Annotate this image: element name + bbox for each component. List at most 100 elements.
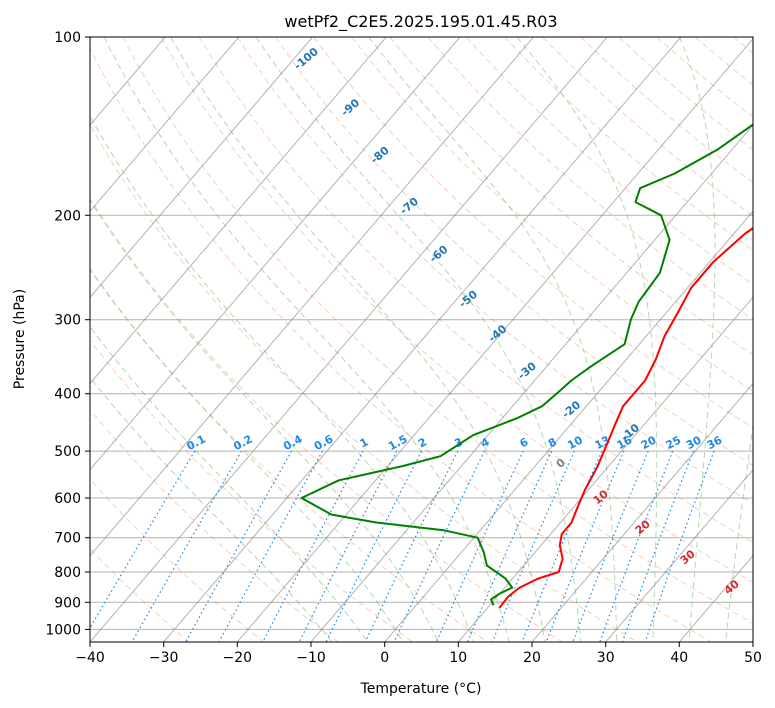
- dry-adiabat-label: -40: [486, 322, 510, 345]
- x-tick-label: −40: [75, 650, 105, 666]
- dry-adiabat-line: [351, 37, 753, 392]
- mixing-ratio-line: [364, 450, 459, 642]
- y-tick-label: 800: [54, 565, 81, 581]
- moist-adiabat-line: [103, 37, 510, 642]
- dry-adiabat-line: [90, 197, 563, 642]
- moist-adiabat-line: [90, 115, 475, 642]
- isotherm-line: [678, 555, 753, 642]
- mixing-ratio-line: [90, 450, 196, 630]
- x-axis-label: Temperature (°C): [360, 681, 482, 697]
- isotherm-line: [457, 296, 753, 642]
- mixing-ratio-label: 4: [479, 435, 492, 450]
- mixing-ratio-label: 6: [518, 435, 531, 450]
- moist-adiabat-line: [90, 376, 333, 642]
- isotherm-line: [384, 210, 753, 642]
- isotherm-line: [531, 382, 753, 642]
- moist-adiabat-line: [679, 37, 716, 642]
- mixing-ratio-line: [599, 450, 674, 642]
- isotherm-line: [163, 37, 682, 642]
- isotherm-line: [90, 37, 313, 299]
- dry-adiabat-line: [656, 37, 753, 118]
- moist-adiabats: [90, 37, 753, 642]
- x-tick-label: 10: [449, 650, 467, 666]
- y-tick-label: 500: [54, 444, 81, 460]
- mixing-ratio-line: [185, 450, 293, 642]
- isotherm-line: [90, 37, 240, 213]
- dewpoint-profile-line: [300, 123, 753, 606]
- isotherm-line: [90, 37, 608, 642]
- x-tick-label: −10: [296, 650, 326, 666]
- dry-adiabat-line: [90, 124, 638, 642]
- dry-adiabat-line: [772, 37, 775, 642]
- moist-adiabat-line: [90, 267, 404, 642]
- dry-adiabat-line: [313, 37, 753, 429]
- y-tick-label: 200: [54, 208, 81, 224]
- x-axis: −40 −30 −20 −10 0 10 20 30 40 50: [75, 642, 762, 666]
- dry-adiabat-line: [694, 37, 753, 86]
- moist-adiabat-line: [368, 37, 618, 642]
- mixing-ratio-line: [298, 450, 398, 642]
- y-tick-label: 900: [54, 595, 81, 611]
- isotherms: [90, 37, 753, 642]
- mixing-ratio-label: 0.6: [312, 432, 336, 453]
- x-tick-label: 50: [744, 650, 762, 666]
- y-tick-label: 100: [54, 30, 81, 46]
- plot-frame: [89, 36, 754, 643]
- moist-adiabat-line: [255, 37, 582, 642]
- plot-area: 0.1 0.2 0.4 0.6 1 1.5 2 3 4 6 8 10 13 16 20 25 30 36-100-…: [90, 37, 775, 642]
- dry-adiabat-label: -50: [456, 288, 480, 311]
- mixing-ratio-label: 2: [416, 435, 429, 450]
- mixing-ratio-label: 10: [565, 433, 585, 452]
- mixing-ratio-label: 20: [639, 433, 659, 452]
- mixing-ratio-label: 25: [664, 433, 684, 452]
- mixing-ratio-line: [644, 450, 715, 642]
- dry-adiabat-line: [542, 37, 753, 217]
- dry-adiabat-line: [90, 409, 339, 642]
- mixing-ratio-line: [325, 450, 423, 642]
- dry-adiabat-line: [90, 478, 264, 642]
- profile-series: [300, 123, 753, 609]
- dry-adiabat-line: [236, 37, 753, 505]
- temperature-profile-line: [498, 226, 753, 609]
- moist-adiabat-line: [516, 37, 658, 642]
- x-tick-label: −20: [223, 650, 253, 666]
- mixing-ratio-label: 13: [593, 433, 613, 452]
- y-axis: 100 200 300 400 500 600 700 800 900 1000: [45, 30, 90, 638]
- mixing-ratio-label: 0.4: [281, 432, 305, 453]
- dry-adiabat-line: [90, 46, 712, 642]
- mixing-ratio-line: [131, 450, 243, 642]
- x-tick-label: 40: [670, 650, 688, 666]
- mixing-ratio-label: 1: [358, 435, 371, 450]
- dry-adiabat-line: [427, 37, 753, 320]
- dry-adiabat-line: [90, 339, 414, 642]
- dry-adiabat-label: -60: [427, 243, 451, 266]
- isotherm-line: [90, 37, 461, 471]
- dry-adiabat-line: [465, 37, 753, 285]
- isotherm-line: [605, 468, 753, 642]
- mixing-ratio-line: [218, 450, 323, 642]
- y-tick-label: 1000: [45, 622, 81, 638]
- isotherm-line: [90, 37, 534, 557]
- y-axis-label: Pressure (hPa): [12, 289, 28, 389]
- isotherm-line: [90, 37, 387, 385]
- dry-adiabat-label: -20: [560, 398, 584, 421]
- moist-adiabat-line: [90, 325, 368, 642]
- dry-adiabat-label: -80: [368, 144, 392, 167]
- mixing-ratio-label: 16: [615, 433, 635, 452]
- chart-title: wetPf2_C2E5.2025.195.01.45.R03: [284, 12, 557, 32]
- x-tick-label: 20: [523, 650, 541, 666]
- moist-adiabat-label: 40: [722, 577, 742, 597]
- dry-adiabat-label: -70: [397, 195, 421, 218]
- mixing-ratio-line: [393, 450, 485, 642]
- dry-adiabat-line: [122, 37, 753, 624]
- isotherm-line: [310, 124, 753, 642]
- x-tick-label: 0: [380, 650, 389, 666]
- moist-adiabat-line: [170, 37, 546, 642]
- mixing-ratio-lines: [90, 450, 715, 642]
- background-line-labels: 0.1 0.2 0.4 0.6 1 1.5 2 3 4 6 8 10 13 16 20 25 30 36-100-…: [185, 45, 742, 597]
- mixing-ratio-label: 36: [705, 433, 725, 452]
- y-tick-label: 400: [54, 387, 81, 403]
- moist-adiabat-label: 10: [591, 487, 611, 507]
- mixing-ratio-line: [621, 450, 694, 642]
